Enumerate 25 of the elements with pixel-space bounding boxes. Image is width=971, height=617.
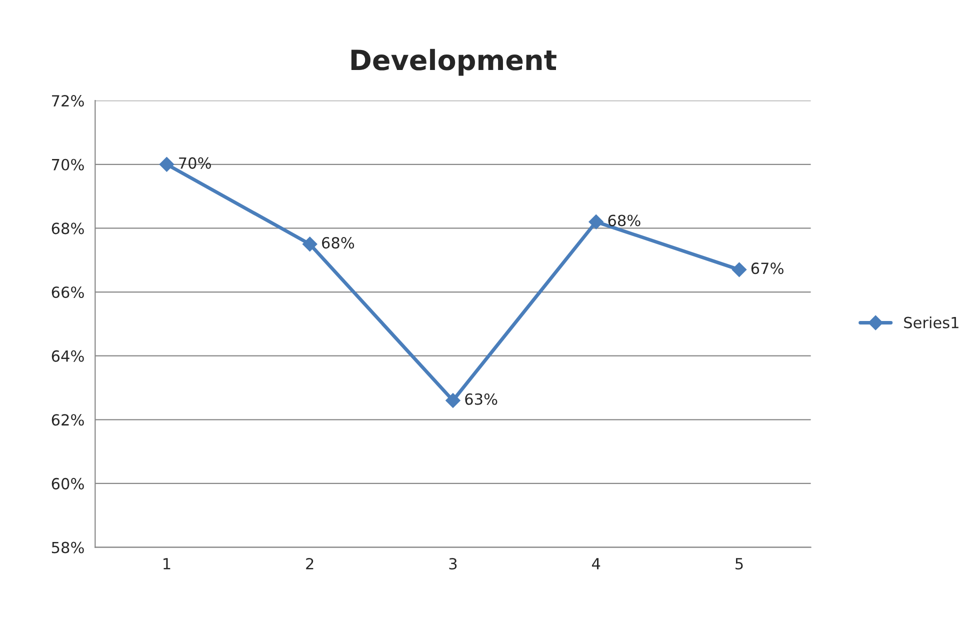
- x-tick-label: 5: [736, 558, 743, 570]
- y-tick-label: 64%: [52, 350, 84, 362]
- x-tick-label: 4: [592, 558, 600, 570]
- chart-title: Development: [351, 48, 556, 76]
- data-label: 63%: [465, 393, 498, 405]
- y-tick-label: 68%: [52, 222, 84, 234]
- y-tick-label: 58%: [52, 542, 84, 554]
- y-tick-label: 60%: [52, 478, 84, 490]
- x-tick-label: 1: [164, 558, 170, 570]
- point: [446, 393, 460, 408]
- data-label: 70%: [179, 157, 211, 169]
- data-label: 68%: [608, 214, 640, 226]
- y-tick-label: 66%: [52, 286, 84, 298]
- x-tick-label: 2: [306, 558, 314, 570]
- x-tick-label: 3: [449, 558, 457, 570]
- y-tick-label: 62%: [52, 414, 84, 426]
- point: [588, 214, 604, 230]
- point: [302, 236, 318, 252]
- point: [159, 156, 174, 172]
- data-label: 68%: [322, 237, 354, 249]
- point: [732, 262, 747, 278]
- legend-label: Series1: [904, 316, 958, 328]
- y-tick-label: 70%: [52, 158, 84, 170]
- y-tick-label: 72%: [52, 95, 84, 107]
- data-label: 67%: [751, 262, 784, 274]
